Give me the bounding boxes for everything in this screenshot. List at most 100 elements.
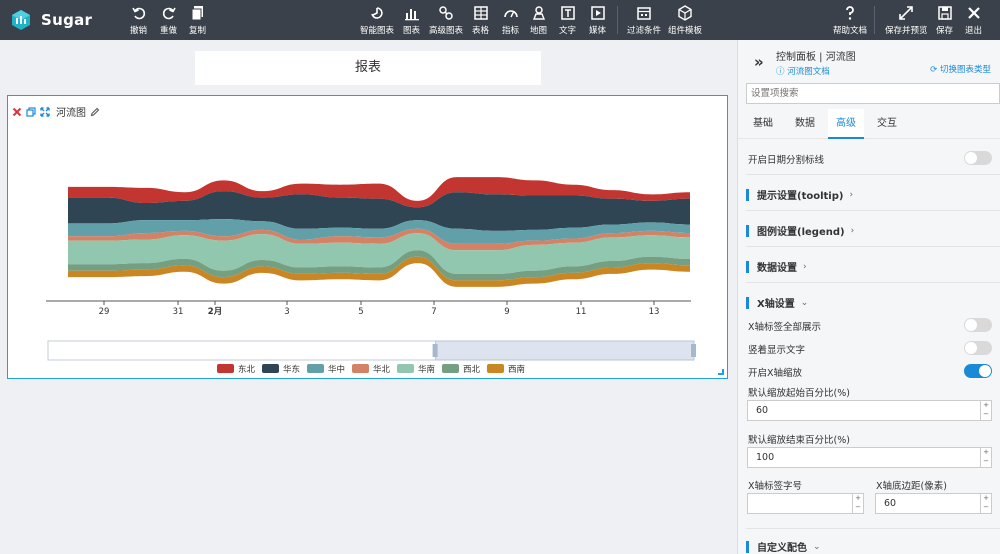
expand-icon [899, 6, 914, 20]
top-toolbar: Sugar 撤销 重做 复制 智能图表 图表 高级图表 表格 指标 地图 文字 [0, 0, 1000, 40]
smart-chart-button[interactable]: 智能图表 [360, 5, 394, 36]
zoom-start-input[interactable]: 60 + − [747, 400, 992, 421]
report-title[interactable]: 报表 [195, 51, 541, 85]
stepper-icon[interactable]: + − [980, 448, 991, 467]
chart-widget[interactable]: 29 31 2月 3 5 7 9 11 13 东北 华东 华中 华北 华南 西北 西南 河流图 [7, 95, 728, 379]
chart-widget-title: 河流图 [56, 108, 86, 119]
x-tick-label: 2月 [208, 307, 222, 317]
river-series-华中[interactable] [68, 219, 690, 244]
legend-section[interactable]: 图例设置(legend) › [746, 223, 854, 238]
legend-label[interactable]: 华北 [373, 364, 391, 375]
panel-tabs: 基础 数据 高级 交互 [738, 109, 1000, 139]
toolbar-separator [617, 6, 618, 34]
legend-label[interactable]: 华中 [328, 364, 345, 375]
map-button[interactable]: 地图 [530, 5, 547, 36]
river-series-西北[interactable] [68, 250, 690, 281]
river-series-华南[interactable] [68, 233, 690, 274]
stepper-icon[interactable]: + − [852, 494, 863, 513]
zoom-slider-window[interactable] [435, 340, 695, 361]
enable-zoom-label: 开启X轴缩放 [748, 368, 803, 379]
legend-label[interactable]: 西北 [463, 365, 481, 375]
x-tick-label: 3 [284, 307, 289, 317]
advanced-chart-button[interactable]: 高级图表 [429, 5, 463, 36]
legend-swatch[interactable] [262, 364, 279, 373]
indicator-button[interactable]: 指标 [502, 5, 519, 36]
divider [746, 528, 1000, 529]
delete-icon[interactable] [12, 107, 22, 117]
divider [746, 282, 1000, 283]
help-doc-button[interactable]: 帮助文档 [833, 5, 867, 36]
legend-swatch[interactable] [442, 364, 459, 373]
legend-swatch[interactable] [487, 364, 504, 373]
legend-label[interactable]: 华南 [418, 364, 435, 375]
floppy-icon [937, 6, 952, 20]
stepper-icon[interactable]: + − [980, 401, 991, 420]
duplicate-icon[interactable] [26, 106, 36, 117]
switch-chart-type-link[interactable]: ⟳ 切换图表类型 [930, 65, 991, 75]
undo-icon [131, 7, 145, 20]
redo-button[interactable]: 重做 [160, 5, 177, 36]
x-tick-label: 7 [431, 307, 436, 317]
legend-swatch[interactable] [352, 364, 369, 373]
vertical-text-toggle[interactable] [964, 341, 992, 355]
refresh-icon: ⟳ [930, 65, 938, 75]
chevron-down-icon: ⌄ [800, 297, 809, 308]
tooltip-section[interactable]: 提示设置(tooltip) › [746, 187, 853, 202]
zoom-handle-end[interactable] [691, 344, 696, 357]
date-split-toggle[interactable] [964, 151, 992, 165]
divider [746, 246, 1000, 247]
legend-label[interactable]: 西南 [508, 364, 525, 375]
data-section[interactable]: 数据设置 › [746, 259, 807, 274]
setting-search-input[interactable] [746, 83, 1000, 104]
fullscreen-icon[interactable] [40, 106, 50, 117]
zoom-end-label: 默认缩放结束百分比(%) [748, 435, 850, 446]
bottom-margin-input[interactable]: 60 + − [875, 493, 992, 514]
custom-color-section[interactable]: 自定义配色 ⌄ [746, 539, 821, 554]
legend-label[interactable]: 东北 [238, 364, 256, 375]
divider [746, 174, 1000, 175]
show-all-labels-label: X轴标签全部展示 [748, 322, 822, 333]
legend-label[interactable]: 华东 [283, 364, 300, 375]
chart-button[interactable]: 图表 [403, 5, 420, 36]
label-font-size-input[interactable]: + − [747, 493, 864, 514]
tab-advanced[interactable]: 高级 [828, 109, 864, 139]
edit-pencil-icon[interactable] [90, 107, 100, 117]
media-button[interactable]: 媒体 [589, 5, 606, 36]
river-series-西南[interactable] [68, 256, 690, 287]
zoom-end-input[interactable]: 100 + − [747, 447, 992, 468]
save-button[interactable]: 保存 [936, 5, 953, 36]
resize-handle[interactable] [718, 369, 724, 375]
undo-button[interactable]: 撤销 [130, 5, 147, 36]
x-tick-label: 9 [504, 307, 509, 317]
legend-swatch[interactable] [397, 364, 414, 373]
tab-basic[interactable]: 基础 [753, 118, 773, 129]
chevron-right-icon: › [850, 225, 855, 236]
zoom-handle-start[interactable] [432, 344, 438, 357]
control-panel: » 控制面板 | 河流图 ⓘ 河流图文档 ⟳ 切换图表类型 基础 数据 高级 交… [737, 40, 1000, 554]
legend-swatch[interactable] [217, 364, 234, 373]
tab-interaction[interactable]: 交互 [877, 118, 897, 129]
x-tick-label: 29 [99, 307, 110, 317]
calendar-filter-icon [637, 7, 651, 20]
xaxis-section[interactable]: X轴设置 ⌄ [746, 295, 808, 310]
show-all-labels-toggle[interactable] [964, 318, 992, 332]
chevron-right-icon: › [849, 189, 854, 200]
advanced-chart-icon [439, 6, 453, 20]
filter-button[interactable]: 过滤条件 [627, 5, 661, 36]
text-button[interactable]: 文字 [559, 5, 576, 36]
copy-button[interactable]: 复制 [189, 5, 206, 36]
divider [746, 210, 1000, 211]
river-series-华东[interactable] [68, 191, 690, 231]
bottom-margin-label: X轴底边距(像素) [876, 481, 947, 492]
legend-swatch[interactable] [307, 364, 324, 373]
river-series-东北[interactable] [68, 177, 690, 208]
tab-data[interactable]: 数据 [795, 118, 815, 129]
save-and-preview-button[interactable]: 保存并预览 [885, 5, 928, 36]
exit-button[interactable]: 退出 [965, 5, 982, 36]
table-button[interactable]: 表格 [472, 5, 489, 36]
river-doc-link[interactable]: ⓘ 河流图文档 [776, 67, 830, 77]
stepper-icon[interactable]: + − [980, 494, 991, 513]
enable-zoom-toggle[interactable] [964, 364, 992, 378]
collapse-panel-icon[interactable]: » [754, 53, 764, 71]
component-template-button[interactable]: 组件模板 [668, 5, 702, 36]
